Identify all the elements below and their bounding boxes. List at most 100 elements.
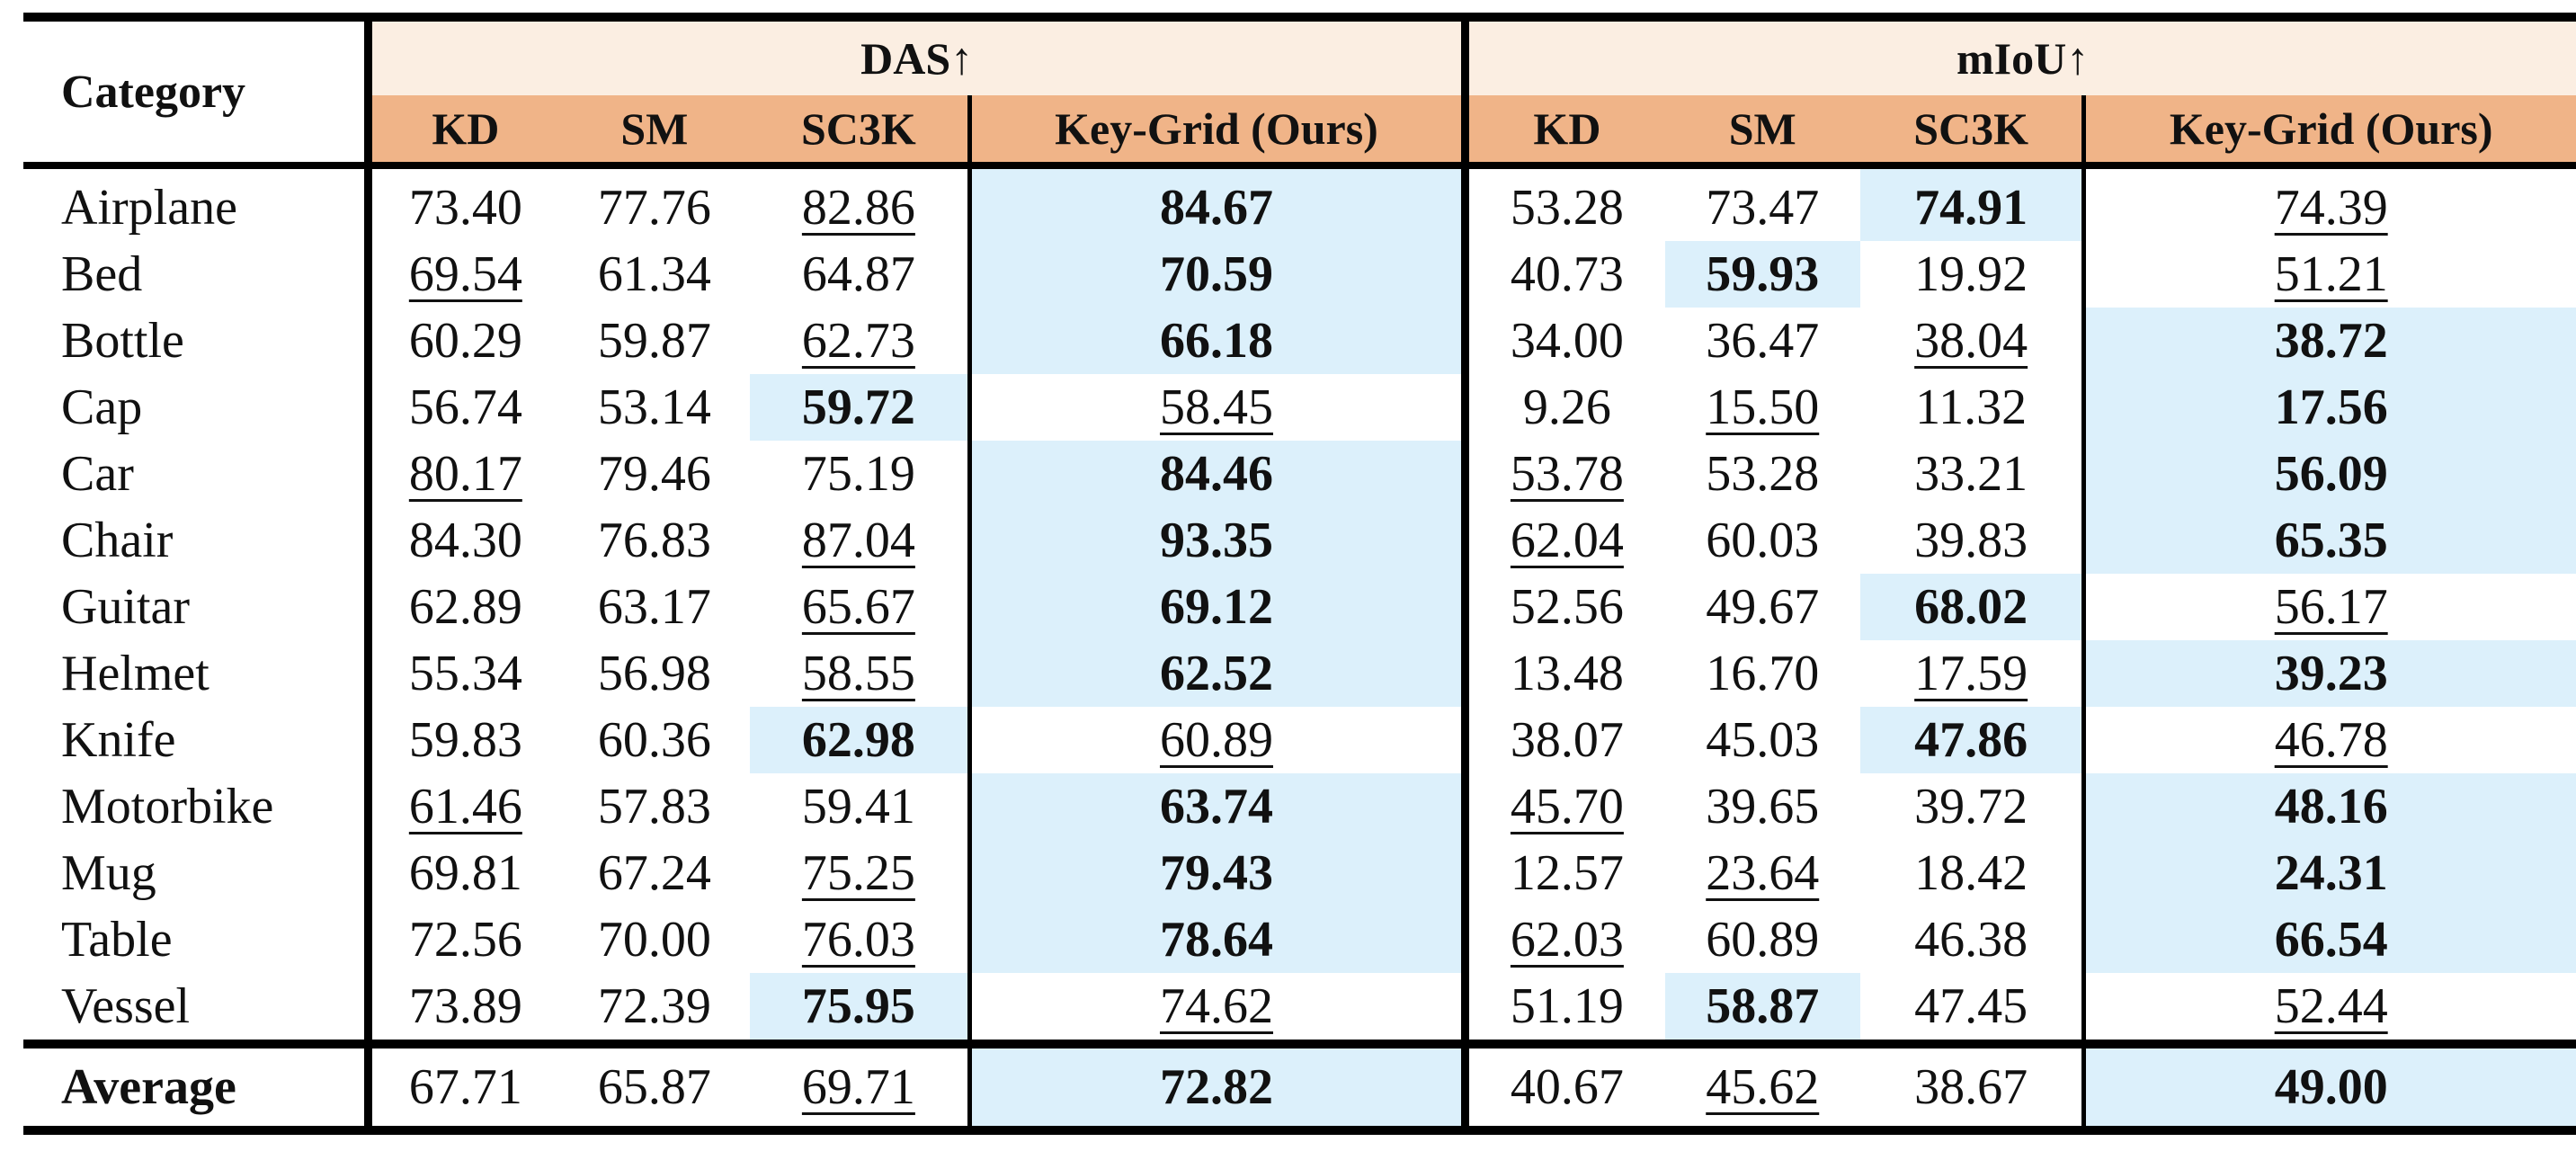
das-value: 76.83: [597, 513, 711, 568]
das-value: 55.34: [408, 646, 522, 701]
miou-value: 53.78: [1510, 446, 1624, 502]
das-value: 59.72: [801, 379, 915, 435]
category-cell: Mug: [61, 845, 156, 901]
das-kd-cell: 56.74: [364, 374, 559, 441]
miou-keygrid-cell: 46.78: [2081, 707, 2576, 773]
miou-kd-cell: 40.73: [1461, 241, 1665, 308]
miou-keygrid-cell: 48.16: [2081, 773, 2576, 840]
miou-keygrid-cell: 65.35: [2081, 507, 2576, 574]
das-value: 62.73: [801, 313, 915, 369]
miou-value: 39.23: [2274, 646, 2388, 701]
das-value: 72.56: [408, 912, 522, 968]
results-table: Category DAS↑ mIoU↑ KD SM SC3K Key-Grid …: [23, 13, 2576, 1135]
das-value: 69.71: [801, 1059, 915, 1115]
miou-kd-cell: 45.70: [1461, 773, 1665, 840]
miou-value: 38.72: [2274, 313, 2388, 369]
table-row: Bottle 60.29 59.87 62.73 66.18 34.00 36.47 38.0…: [23, 308, 2576, 374]
results-table-body: Airplane 73.40 77.76 82.86 84.67 53.28 73.47 74…: [23, 162, 2576, 1135]
miou-value: 47.86: [1914, 712, 2028, 768]
das-kd-cell: 69.54: [364, 241, 559, 308]
das-value: 60.89: [1159, 712, 1273, 768]
miou-sc3k-cell: 38.67: [1859, 1040, 2084, 1135]
miou-value: 39.83: [1914, 513, 2028, 568]
miou-kd-cell: 53.78: [1461, 441, 1665, 507]
das-keygrid-cell: 62.52: [967, 640, 1466, 707]
das-keygrid-cell: 93.35: [967, 507, 1466, 574]
miou-value: 51.19: [1510, 978, 1624, 1034]
category-cell: Motorbike: [61, 779, 274, 834]
miou-value: 74.39: [2274, 180, 2388, 236]
miou-sc3k-header: SC3K: [1859, 95, 2084, 165]
miou-value: 45.70: [1510, 779, 1624, 834]
miou-sm-cell: 59.93: [1664, 241, 1860, 308]
miou-kd-cell: 34.00: [1461, 308, 1665, 374]
das-kd-cell: 72.56: [364, 906, 559, 973]
miou-kd-cell: 13.48: [1461, 640, 1665, 707]
miou-value: 45.03: [1706, 712, 1820, 768]
average-row: Average 67.71 65.87 69.71 72.82 40.67 45.62 38.…: [23, 1040, 2576, 1135]
das-value: 63.74: [1159, 779, 1273, 834]
miou-value: 49.67: [1706, 579, 1820, 635]
das-keygrid-cell: 84.46: [967, 441, 1466, 507]
miou-value: 38.04: [1914, 313, 2028, 369]
miou-kd-cell: 52.56: [1461, 574, 1665, 640]
miou-sc3k-cell: 39.72: [1860, 773, 2084, 840]
das-sm-cell: 61.34: [559, 241, 750, 308]
das-value: 78.64: [1159, 912, 1273, 968]
miou-value: 38.67: [1914, 1059, 2028, 1115]
miou-value: 23.64: [1706, 845, 1820, 901]
das-value: 59.83: [408, 712, 522, 768]
das-sm-cell: 72.39: [559, 973, 750, 1044]
das-kd-cell: 73.40: [364, 162, 559, 241]
das-value: 67.24: [597, 845, 711, 901]
results-table-container: Category DAS↑ mIoU↑ KD SM SC3K Key-Grid …: [23, 13, 2576, 1135]
miou-sm-cell: 73.47: [1664, 162, 1860, 241]
table-row: Motorbike 61.46 57.83 59.41 63.74 45.70 39.65 3…: [23, 773, 2576, 840]
miou-kd-header: KD: [1461, 95, 1665, 165]
category-cell: Guitar: [61, 579, 191, 635]
das-value: 84.46: [1159, 446, 1273, 502]
miou-value: 45.62: [1706, 1059, 1820, 1115]
category-cell: Helmet: [61, 646, 209, 701]
das-sc3k-cell: 75.25: [750, 840, 969, 906]
miou-kd-cell: 62.04: [1461, 507, 1665, 574]
das-value: 66.18: [1159, 313, 1273, 369]
miou-value: 9.26: [1522, 379, 1611, 435]
miou-sc3k-cell: 19.92: [1860, 241, 2084, 308]
miou-value: 48.16: [2274, 779, 2388, 834]
category-cell: Bottle: [61, 313, 184, 369]
miou-value: 39.72: [1914, 779, 2028, 834]
miou-sm-cell: 45.62: [1664, 1040, 1860, 1135]
miou-kd-cell: 62.03: [1461, 906, 1665, 973]
das-kd-cell: 61.46: [364, 773, 559, 840]
category-cell: Cap: [61, 379, 143, 435]
das-value: 57.83: [597, 779, 711, 834]
das-value: 75.25: [801, 845, 915, 901]
das-sc3k-cell: 75.95: [750, 973, 970, 1044]
das-keygrid-cell: 60.89: [967, 707, 1466, 773]
miou-sm-cell: 36.47: [1665, 308, 1860, 374]
miou-keygrid-cell: 24.31: [2081, 840, 2576, 906]
miou-value: 65.35: [2274, 513, 2388, 568]
miou-value: 17.59: [1914, 646, 2028, 701]
miou-value: 53.28: [1706, 446, 1820, 502]
das-sm-cell: 56.98: [559, 640, 750, 707]
das-value: 69.54: [408, 246, 522, 302]
miou-sm-cell: 16.70: [1665, 640, 1860, 707]
miou-value: 74.91: [1914, 180, 2028, 236]
miou-keygrid-cell: 38.72: [2081, 308, 2576, 374]
miou-value: 47.45: [1914, 978, 2028, 1034]
das-sm-cell: 67.24: [559, 840, 750, 906]
miou-value: 73.47: [1706, 180, 1820, 236]
miou-value: 40.67: [1510, 1059, 1624, 1115]
das-sm-cell: 59.87: [559, 308, 750, 374]
miou-sc3k-cell: 47.45: [1860, 973, 2084, 1044]
das-keygrid-cell: 63.74: [967, 773, 1466, 840]
miou-value: 60.89: [1706, 912, 1820, 968]
miou-keygrid-cell: 52.44: [2081, 973, 2576, 1044]
das-keygrid-header: Key-Grid (Ours): [967, 95, 1466, 165]
das-value: 62.52: [1159, 646, 1273, 701]
das-value: 64.87: [801, 246, 915, 302]
miou-sc3k-cell: 47.86: [1859, 707, 2084, 773]
das-sm-cell: 63.17: [559, 574, 750, 640]
